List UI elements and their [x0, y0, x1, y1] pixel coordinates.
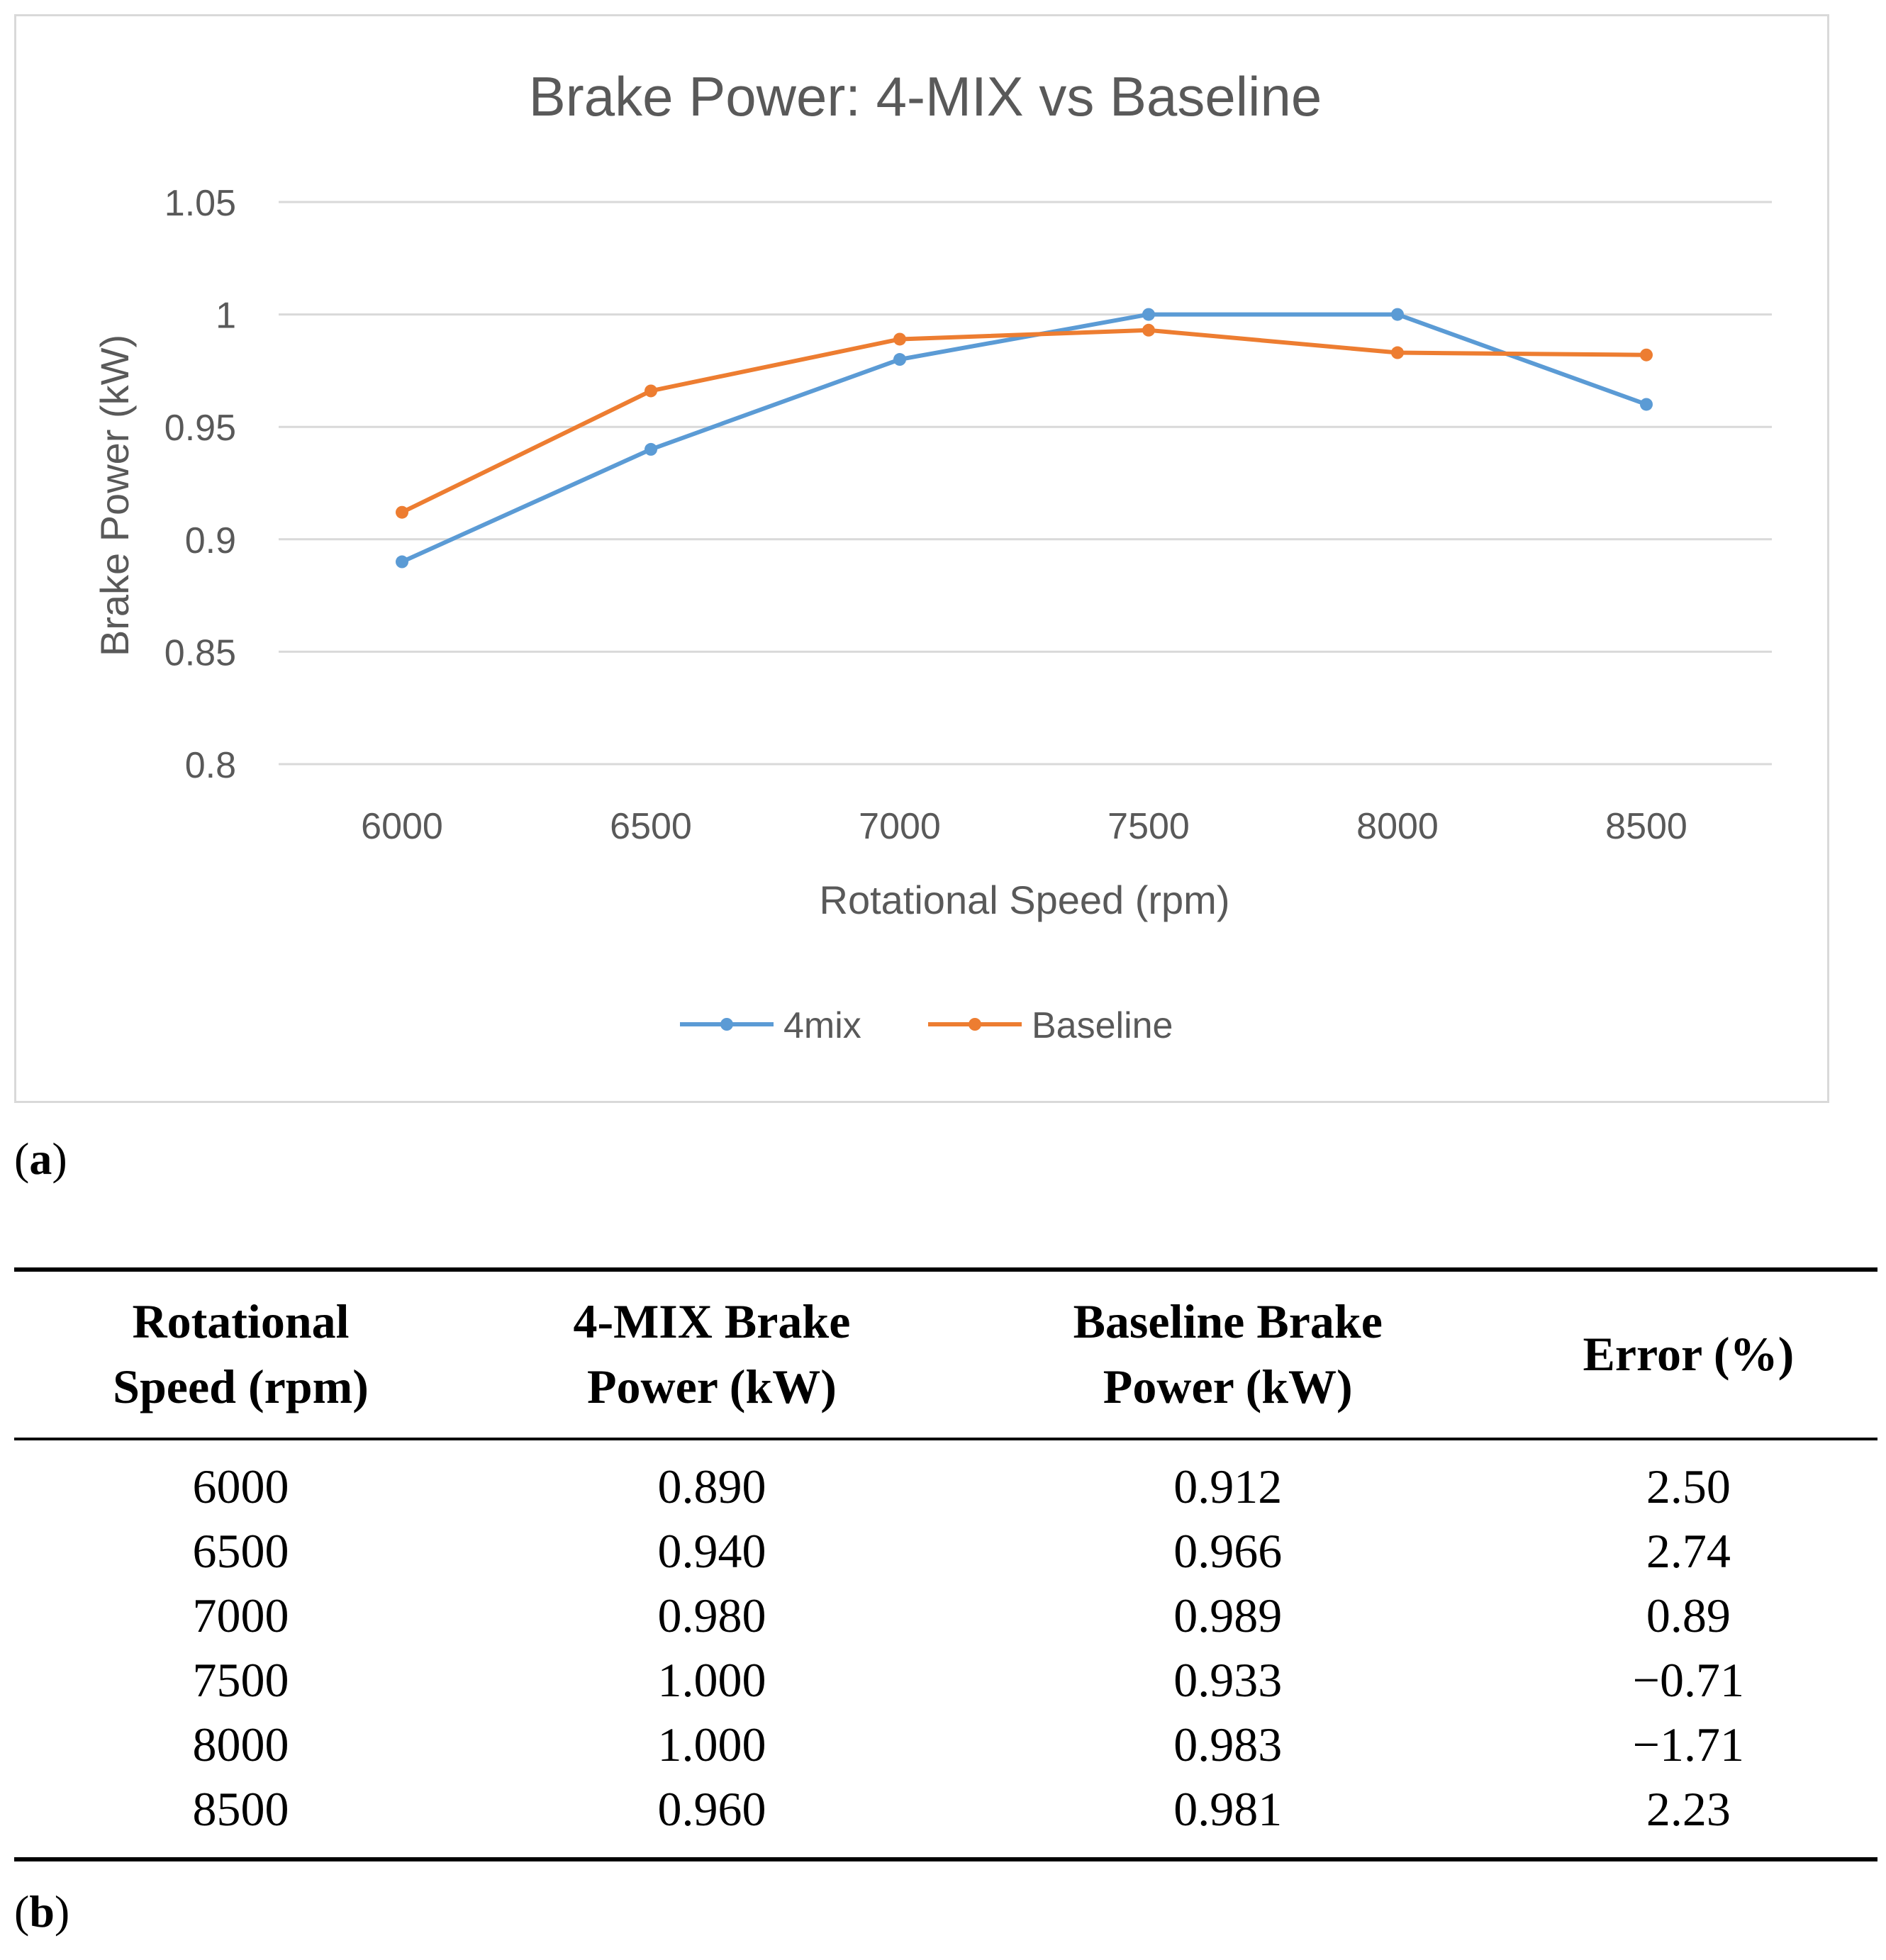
header-error: Error (%): [1583, 1327, 1795, 1381]
x-tick-label: 7000: [859, 806, 941, 847]
cell-error: 0.89: [1646, 1589, 1731, 1642]
cell-baseline: 0.989: [1173, 1589, 1283, 1642]
cell-error: 2.23: [1646, 1782, 1731, 1836]
data-point-4mix: [645, 442, 657, 456]
cell-4mix: 1.000: [657, 1653, 766, 1707]
data-point-4mix: [1391, 308, 1404, 321]
data-point-4mix: [396, 555, 408, 569]
cell-4mix: 0.890: [657, 1460, 766, 1513]
x-tick-labels: 6000 6500 7000 7500 8000 8500: [361, 806, 1687, 847]
cell-speed: 8500: [192, 1782, 289, 1836]
x-tick-label: 8500: [1605, 806, 1687, 847]
cell-error: −1.71: [1632, 1718, 1745, 1771]
cell-speed: 6000: [192, 1460, 289, 1513]
data-point-baseline: [396, 505, 408, 519]
cell-speed: 6500: [192, 1524, 289, 1578]
data-point-baseline: [1142, 323, 1155, 337]
table-row: 7500 1.000 0.933 −0.71: [14, 1648, 1877, 1713]
data-point-baseline: [893, 332, 906, 346]
y-tick-label: 0.85: [164, 632, 236, 673]
header-rotational-speed: Rotational Speed (rpm): [113, 1294, 369, 1413]
cell-error: 2.50: [1646, 1460, 1731, 1513]
x-tick-label: 6500: [610, 806, 692, 847]
x-axis-label: Rotational Speed (rpm): [820, 878, 1230, 922]
y-tick-label: 0.95: [164, 408, 236, 449]
cell-baseline: 0.983: [1173, 1718, 1283, 1771]
chart-panel: Brake Power: 4-MIX vs Baseline 0.8 0.85 0.…: [14, 14, 1829, 1103]
cell-baseline: 0.933: [1173, 1653, 1283, 1707]
cell-speed: 7500: [192, 1653, 289, 1707]
legend-marker-4mix: [720, 1018, 733, 1031]
y-tick-labels: 0.8 0.85 0.9 0.95 1 1.05: [164, 183, 236, 786]
legend-label-baseline: Baseline: [1032, 1005, 1173, 1046]
header-baseline-power: Baseline Brake Power (kW): [1073, 1294, 1383, 1413]
cell-4mix: 0.940: [657, 1524, 766, 1578]
y-axis-label: Brake Power (kW): [92, 335, 137, 656]
table-row: 8000 1.000 0.983 −1.71: [14, 1713, 1877, 1777]
cell-error: −0.71: [1632, 1653, 1745, 1707]
cell-speed: 8000: [192, 1718, 289, 1771]
cell-speed: 7000: [192, 1589, 289, 1642]
cell-error: 2.74: [1646, 1524, 1731, 1578]
x-tick-label: 8000: [1356, 806, 1439, 847]
line-chart: Brake Power: 4-MIX vs Baseline 0.80.850.…: [92, 65, 1772, 1046]
series-line-baseline: [401, 327, 1647, 515]
cell-baseline: 0.912: [1173, 1460, 1283, 1513]
data-point-4mix: [893, 353, 906, 366]
cell-baseline: 0.981: [1173, 1782, 1283, 1836]
data-point-4mix: [1142, 308, 1155, 321]
y-tick-label: 1.05: [164, 183, 236, 224]
table-row: 8500 0.960 0.981 2.23: [14, 1777, 1877, 1859]
y-tick-label: 0.8: [185, 745, 236, 786]
chart-title: Brake Power: 4-MIX vs Baseline: [529, 65, 1322, 128]
table-row: 6500 0.940 0.966 2.74: [14, 1519, 1877, 1584]
data-point-baseline: [645, 384, 657, 398]
x-tick-label: 6000: [361, 806, 443, 847]
grid-layer: [279, 201, 1772, 766]
data-point-baseline: [1640, 348, 1653, 362]
table-row: 7000 0.980 0.989 0.89: [14, 1584, 1877, 1648]
series-line-4mix: [401, 312, 1648, 564]
panel-label-b: (b): [14, 1886, 70, 1937]
data-table-wrapper: Rotational Speed (rpm) 4-MIX Brake Power (…: [14, 1267, 1877, 1861]
series-layer: [396, 308, 1653, 569]
table-header-row: Rotational Speed (rpm) 4-MIX Brake Power (…: [14, 1270, 1877, 1439]
cell-baseline: 0.966: [1173, 1524, 1283, 1578]
y-tick-label: 0.9: [185, 520, 236, 561]
y-tick-label: 1: [216, 296, 236, 337]
legend-label-4mix: 4mix: [783, 1005, 861, 1046]
cell-4mix: 0.980: [657, 1589, 766, 1642]
legend: 4mix Baseline: [680, 1005, 1173, 1046]
cell-4mix: 1.000: [657, 1718, 766, 1771]
table-row: 6000 0.890 0.912 2.50: [14, 1439, 1877, 1519]
legend-marker-baseline: [969, 1018, 981, 1031]
data-point-4mix: [1640, 398, 1653, 411]
panel-label-a: (a): [14, 1133, 67, 1184]
header-4mix-power: 4-MIX Brake Power (kW): [573, 1294, 851, 1413]
data-table: Rotational Speed (rpm) 4-MIX Brake Power (…: [14, 1267, 1877, 1861]
data-point-baseline: [1391, 346, 1404, 359]
x-tick-label: 7500: [1107, 806, 1190, 847]
cell-4mix: 0.960: [657, 1782, 766, 1836]
